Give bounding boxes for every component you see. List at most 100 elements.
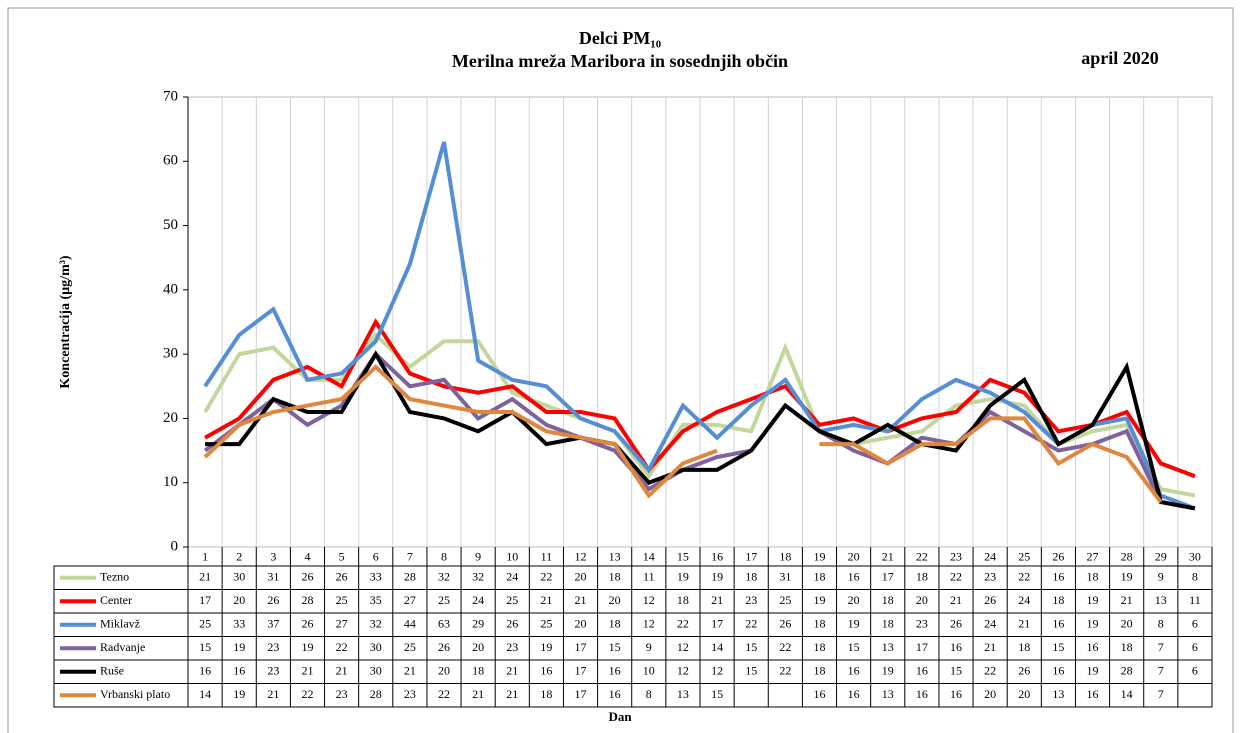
table-value: 15 [199,640,211,654]
table-value: 6 [1192,617,1198,631]
series-line [205,350,1196,511]
table-value: 16 [1087,687,1099,701]
table-value: 21 [711,593,723,607]
table-value: 9 [646,640,652,654]
table-value: 6 [1192,664,1198,678]
table-value: 25 [438,593,450,607]
x-tick-label: 25 [1018,549,1030,563]
table-value: 21 [301,664,313,678]
table-value: 15 [745,640,757,654]
table-value: 63 [438,617,450,631]
table-value: 33 [233,617,245,631]
chart-subtitle: Merilna mreža Maribora in sosednjih obči… [452,51,788,71]
legend-label: Radvanje [100,640,145,654]
table-value: 19 [1087,617,1099,631]
table-value: 15 [745,664,757,678]
table-value: 18 [813,664,825,678]
table-value: 28 [404,570,416,584]
table-value: 23 [916,617,928,631]
table-value: 16 [199,664,211,678]
table-value: 28 [301,593,313,607]
table-value: 16 [609,687,621,701]
table-value: 20 [575,617,587,631]
table-value: 20 [1121,617,1133,631]
x-tick-label: 15 [677,549,689,563]
table-value: 8 [1158,617,1164,631]
table-value: 17 [199,593,211,607]
table-value: 16 [1052,617,1064,631]
table-value: 16 [609,664,621,678]
x-tick-label: 24 [984,549,996,563]
x-tick-label: 28 [1121,549,1133,563]
table-value: 21 [336,664,348,678]
legend-label: Miklavž [100,617,140,631]
table-value: 13 [1155,593,1167,607]
x-tick-label: 14 [643,549,655,563]
table-value: 19 [1121,570,1133,584]
table-value: 25 [506,593,518,607]
table-value: 14 [711,640,723,654]
x-tick-label: 1 [202,549,208,563]
table-value: 31 [267,570,279,584]
x-tick-label: 11 [541,549,553,563]
legend-label: Ruše [100,664,124,678]
table-value: 26 [984,593,996,607]
x-tick-label: 26 [1052,549,1064,563]
x-tick-label: 4 [304,549,310,563]
table-value: 12 [677,640,689,654]
series-line [203,331,1196,498]
table-value: 20 [984,687,996,701]
table-value: 25 [779,593,791,607]
table-value: 21 [267,687,279,701]
table-value: 19 [301,640,313,654]
table-value: 21 [540,593,552,607]
y-tick-label: 40 [163,281,178,297]
y-tick-label: 50 [163,217,178,233]
x-tick-label: 6 [373,549,379,563]
table-value: 21 [199,570,211,584]
table-value: 22 [779,664,791,678]
table-value: 19 [540,640,552,654]
table-value: 22 [677,617,689,631]
table-value: 18 [916,570,928,584]
x-tick-label: 17 [745,549,757,563]
table-value: 13 [882,687,894,701]
table-value: 7 [1158,664,1164,678]
x-tick-label: 20 [848,549,860,563]
y-tick-label: 0 [171,538,179,554]
x-tick-label: 7 [407,549,413,563]
table-value: 26 [1018,664,1030,678]
x-tick-label: 8 [441,549,447,563]
table-value: 25 [404,640,416,654]
y-tick-label: 20 [163,410,178,426]
x-tick-label: 30 [1189,549,1201,563]
table-value: 44 [404,617,416,631]
table-value: 32 [472,570,484,584]
table-value: 16 [1087,640,1099,654]
table-value: 16 [1052,664,1064,678]
x-tick-label: 13 [609,549,621,563]
table-value: 23 [984,570,996,584]
chart-title: Delci PM₁₀ [579,28,661,48]
table-value: 11 [1189,593,1201,607]
table-value: 27 [336,617,348,631]
table-value: 24 [984,617,996,631]
y-tick-label: 30 [163,346,178,362]
table-value: 16 [950,687,962,701]
series-line [203,364,1163,504]
table-value: 26 [301,617,313,631]
table-value: 7 [1158,687,1164,701]
table-value: 21 [950,593,962,607]
table-value: 17 [882,570,894,584]
table-value: 24 [506,570,518,584]
table-value: 18 [882,617,894,631]
table-value: 26 [336,570,348,584]
table-value: 22 [438,687,450,701]
table-value: 25 [336,593,348,607]
table-value: 16 [848,664,860,678]
table-value: 16 [916,664,928,678]
table-value: 18 [1087,570,1099,584]
table-value: 20 [472,640,484,654]
table-value: 21 [1018,617,1030,631]
table-value: 26 [779,617,791,631]
